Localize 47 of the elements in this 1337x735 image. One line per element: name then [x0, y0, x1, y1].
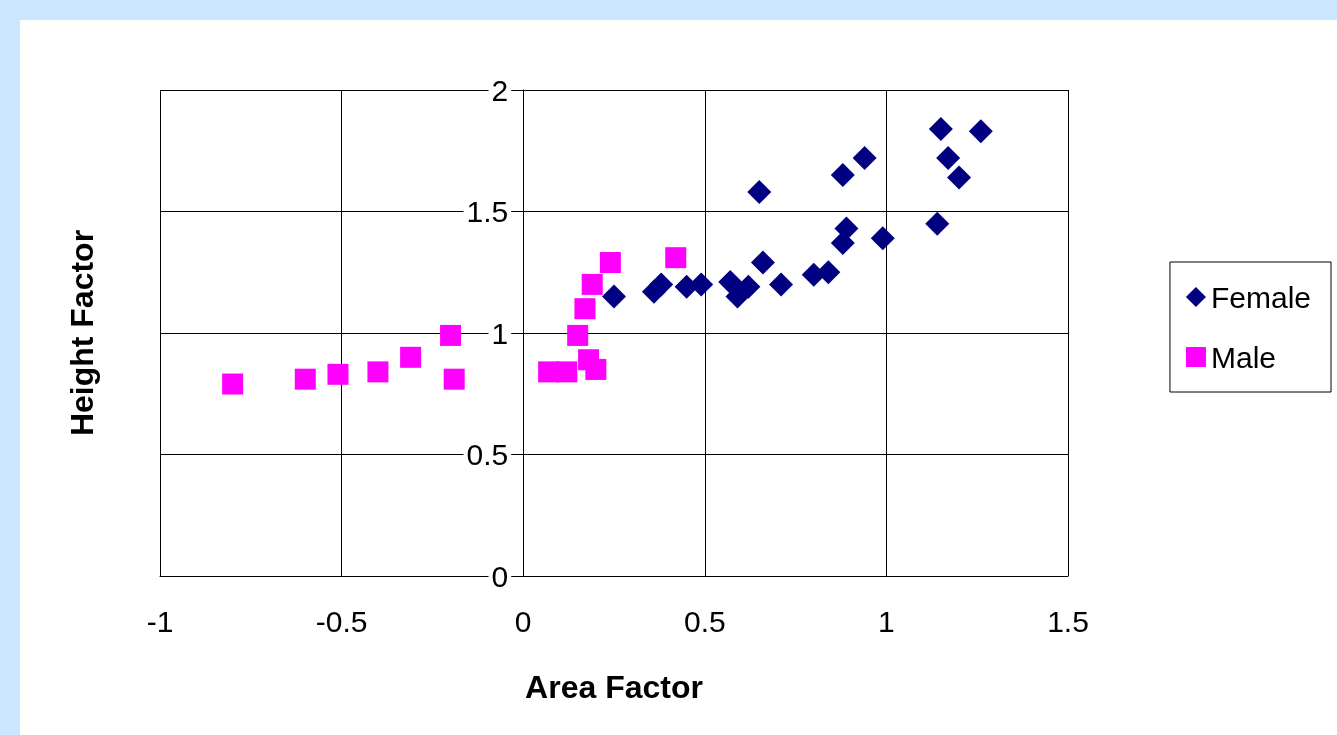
point — [718, 269, 743, 294]
point — [400, 346, 422, 368]
point — [367, 361, 389, 383]
point — [968, 119, 993, 144]
y-tick-label: 2 — [491, 73, 509, 107]
x-tick-label: -0.5 — [315, 604, 368, 638]
x-axis-title: Area Factor — [525, 669, 703, 705]
point — [574, 298, 596, 320]
point — [327, 363, 349, 385]
point — [928, 116, 953, 141]
point — [556, 361, 578, 383]
point — [816, 260, 841, 285]
point — [649, 272, 674, 297]
point — [602, 284, 626, 309]
point — [769, 272, 794, 297]
point — [665, 247, 687, 269]
point — [599, 252, 621, 274]
point — [689, 272, 714, 297]
x-tick-label: 1 — [878, 604, 895, 638]
point — [852, 146, 877, 171]
point — [294, 368, 316, 390]
point — [443, 368, 465, 390]
x-tick-label: 0.5 — [683, 604, 726, 638]
point — [581, 273, 603, 295]
x-tick-label: 0 — [514, 604, 532, 638]
point — [936, 146, 961, 171]
y-tick-label: 0 — [491, 559, 509, 593]
y-tick-label: 1.5 — [466, 195, 509, 228]
point — [736, 274, 761, 299]
point — [925, 211, 950, 236]
point — [870, 226, 895, 251]
point — [947, 165, 972, 190]
y-tick-label: 0.5 — [466, 438, 509, 471]
point — [440, 324, 462, 346]
legend-label: Female — [1210, 280, 1312, 314]
x-tick-label: 1.5 — [1047, 604, 1089, 638]
point — [747, 180, 772, 205]
point — [222, 373, 244, 395]
point — [567, 324, 589, 346]
x-tick-label: -1 — [146, 604, 174, 638]
legend-label: Male — [1210, 340, 1276, 374]
y-tick-label: 1 — [491, 316, 509, 350]
point — [834, 216, 859, 241]
point — [750, 250, 775, 275]
y-axis-title: Height Factor — [64, 229, 101, 437]
point — [830, 163, 855, 188]
point — [585, 358, 607, 380]
